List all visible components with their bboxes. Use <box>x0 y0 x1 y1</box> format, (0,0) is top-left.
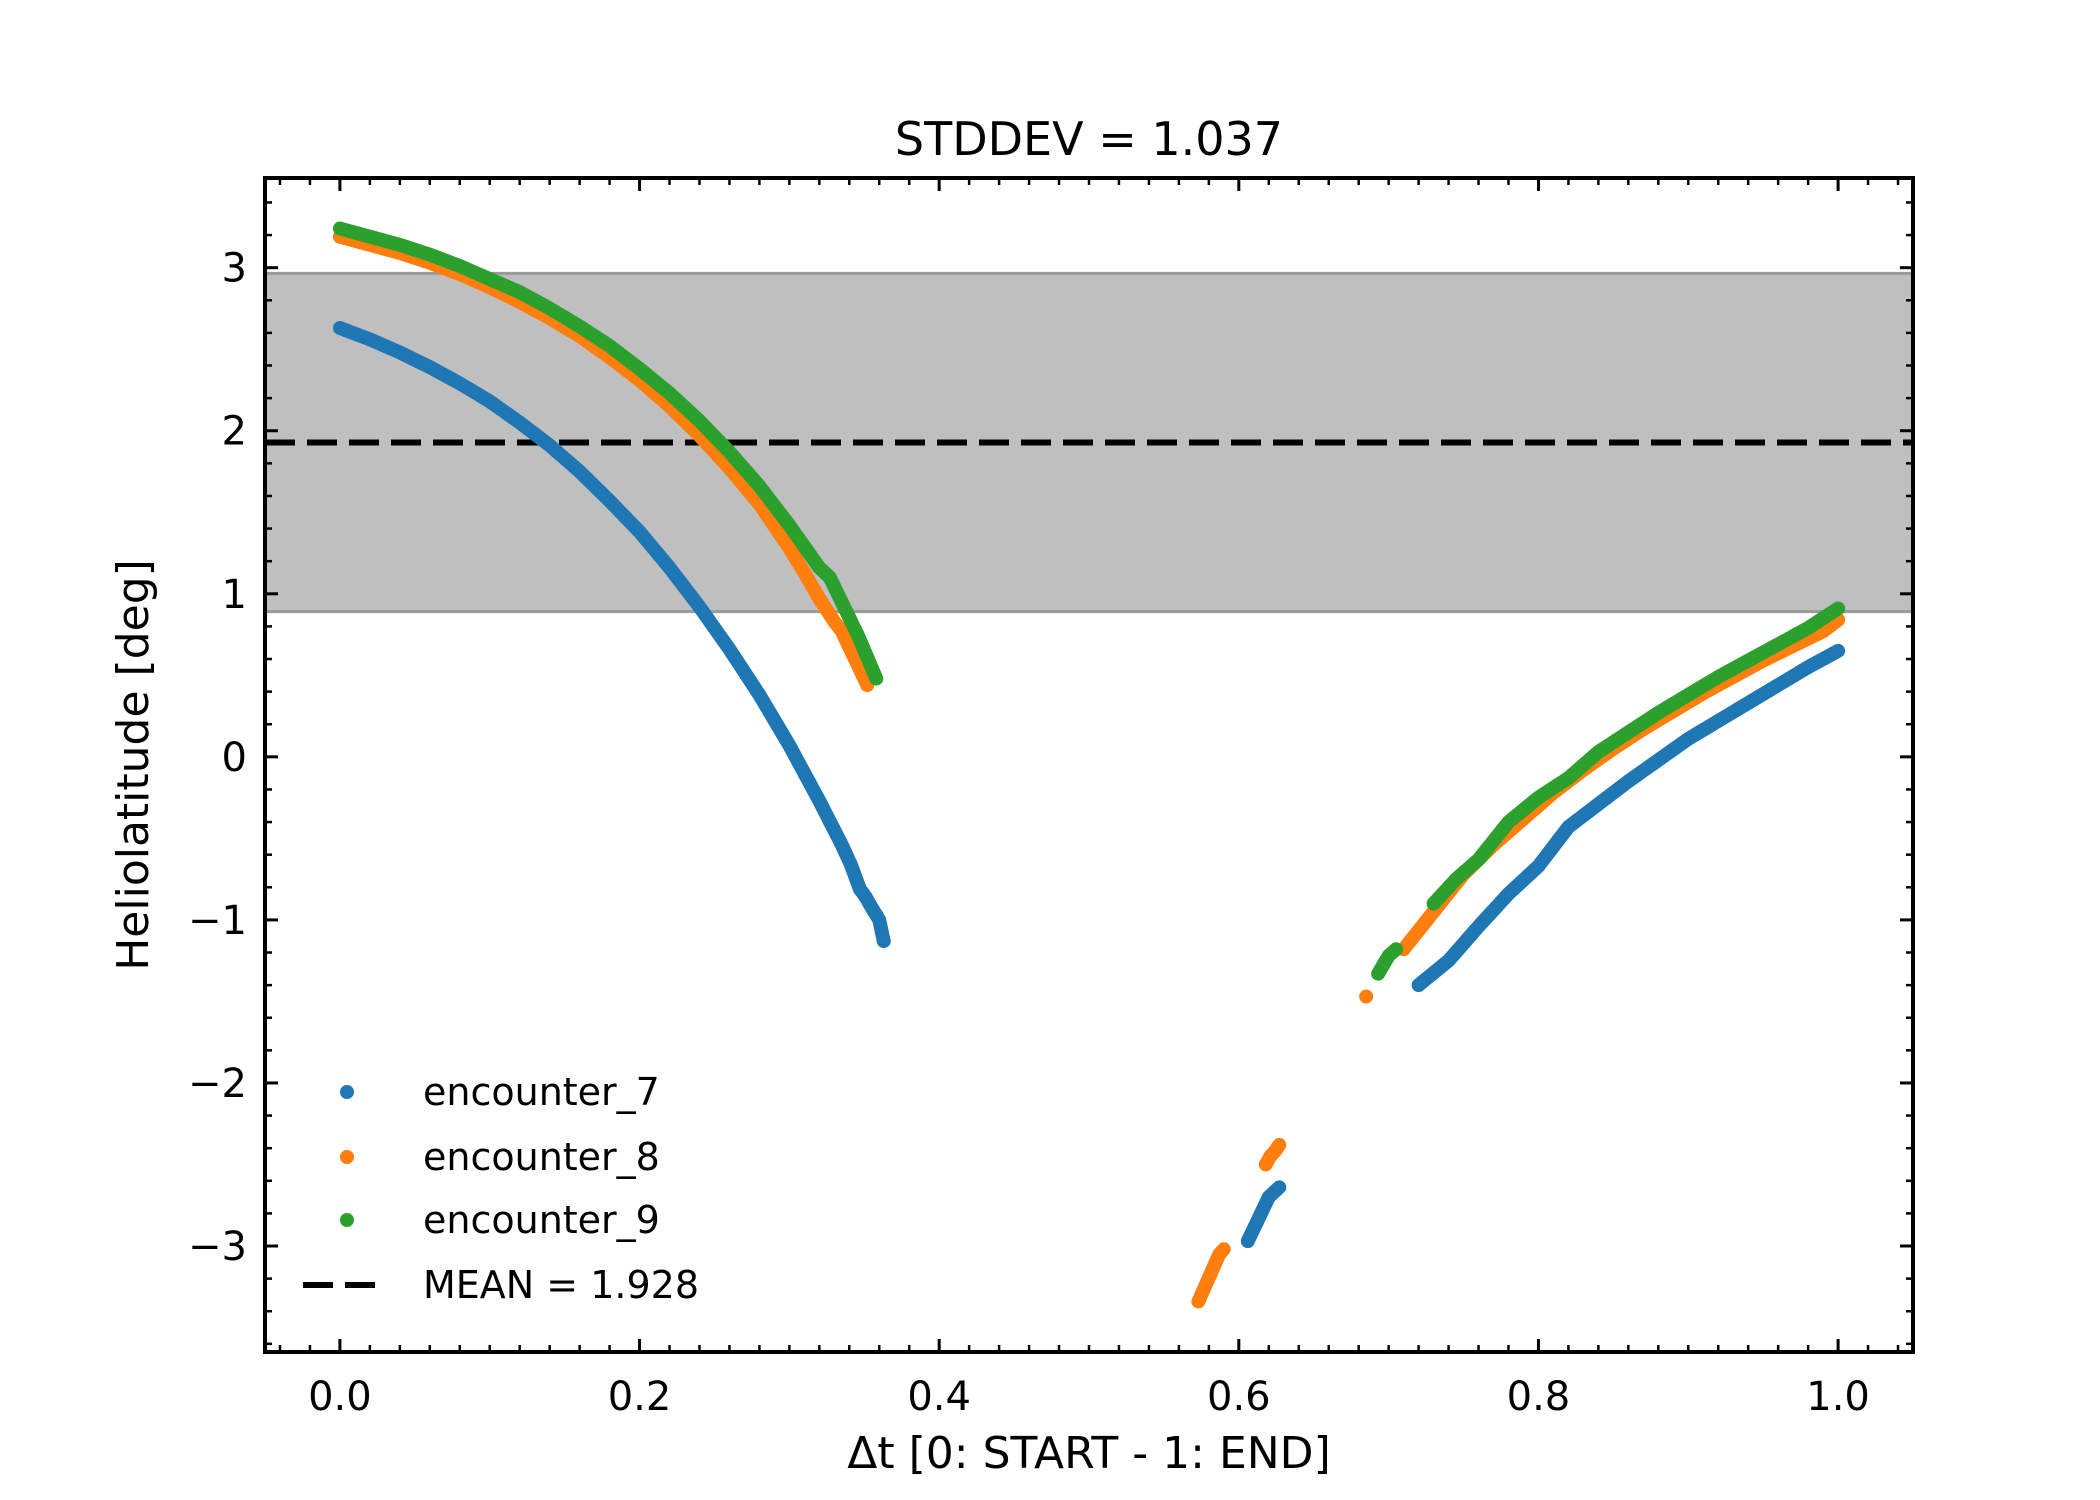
chart-title: STDDEV = 1.037 <box>895 112 1283 166</box>
series-layer <box>332 221 1846 1309</box>
x-tick-label: 0.0 <box>308 1374 372 1420</box>
x-tick-label: 0.2 <box>608 1374 672 1420</box>
x-tick-label: 0.4 <box>907 1374 971 1420</box>
x-tick-label: 1.0 <box>1806 1374 1870 1420</box>
point-encounter_7 <box>1831 643 1846 658</box>
x-axis-label: Δt [0: START - 1: END] <box>847 1428 1330 1479</box>
point-encounter_8 <box>1216 1242 1231 1257</box>
point-encounter_9 <box>1831 601 1846 616</box>
point-encounter_8 <box>1359 989 1374 1004</box>
y-tick-label: 1 <box>222 572 247 618</box>
legend-label: encounter_9 <box>423 1198 660 1242</box>
legend-item-mean: MEAN = 1.928 <box>303 1263 699 1307</box>
point-encounter_8 <box>1272 1137 1287 1152</box>
ticks-layer: 0.0 0.2 0.4 0.6 0.8 1.0 −3 −2 −1 0 1 2 3 <box>188 178 1913 1420</box>
point-encounter_9 <box>869 671 884 686</box>
legend-marker <box>340 1085 354 1099</box>
legend-item-encounter_8: encounter_8 <box>340 1135 660 1179</box>
y-tick-label: −2 <box>188 1061 247 1107</box>
legend-item-encounter_7: encounter_7 <box>340 1070 660 1114</box>
legend-label: encounter_8 <box>423 1135 660 1179</box>
legend-label: encounter_7 <box>423 1070 660 1114</box>
y-tick-label: 0 <box>222 735 247 781</box>
x-tick-label: 0.8 <box>1507 1374 1571 1420</box>
x-tick-label: 0.6 <box>1207 1374 1271 1420</box>
y-tick-label: −3 <box>188 1224 247 1270</box>
y-tick-label: −1 <box>188 898 247 944</box>
point-encounter_9 <box>1389 942 1404 957</box>
y-tick-label: 2 <box>222 409 247 455</box>
legend-label: MEAN = 1.928 <box>423 1263 699 1307</box>
point-encounter_7 <box>1272 1180 1287 1195</box>
series-encounter_9 <box>332 221 1846 981</box>
point-encounter_7 <box>876 934 891 949</box>
series-encounter_7 <box>332 321 1846 1249</box>
legend-item-encounter_9: encounter_9 <box>340 1198 660 1242</box>
y-tick-label: 3 <box>222 246 247 292</box>
legend-marker <box>340 1213 354 1227</box>
y-axis-label: Heliolatitude [deg] <box>108 559 159 971</box>
legend: encounter_7 encounter_8 encounter_9 MEAN = … <box>303 1070 699 1307</box>
legend-marker <box>340 1150 354 1164</box>
plot-area <box>265 221 1913 1309</box>
